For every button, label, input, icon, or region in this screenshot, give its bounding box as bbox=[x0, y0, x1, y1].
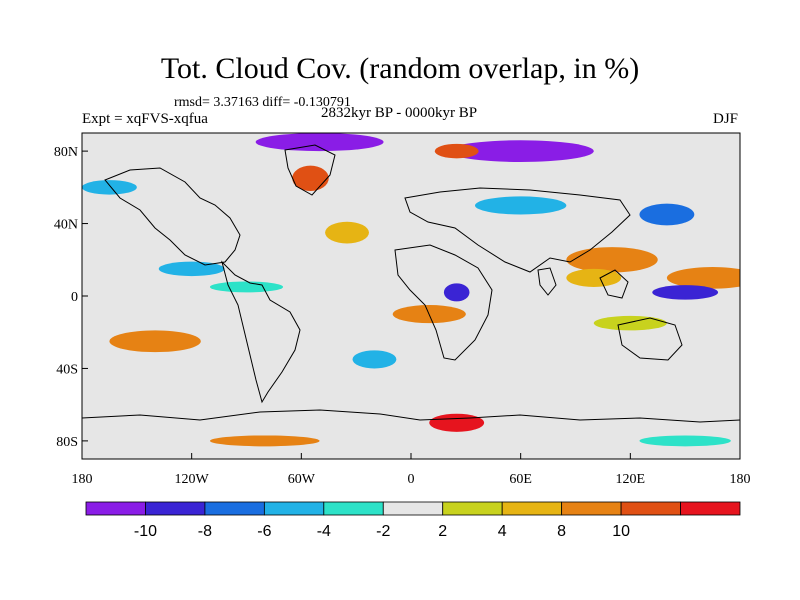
anomaly-region-13 bbox=[82, 180, 137, 195]
anomaly-region-2 bbox=[652, 285, 719, 300]
colorbar-label: -6 bbox=[257, 523, 271, 540]
experiment-label: Expt = xqFVS-xqfua bbox=[82, 111, 208, 127]
anomaly-region-5 bbox=[109, 330, 201, 353]
coastlines bbox=[82, 144, 740, 423]
anomaly-region-17 bbox=[474, 196, 567, 215]
map-background bbox=[82, 133, 740, 459]
colorbar-label: 4 bbox=[498, 523, 507, 540]
anomaly-region-4 bbox=[443, 283, 470, 302]
colorbar-swatch bbox=[145, 501, 206, 516]
stats-label: rmsd= 3.37163 diff= -0.130791 bbox=[174, 95, 351, 110]
anomaly-region-12 bbox=[566, 268, 622, 287]
anomaly-region-9 bbox=[434, 143, 479, 159]
lon-tick-label: 120W bbox=[175, 472, 210, 487]
colorbar-swatch bbox=[263, 501, 325, 516]
colorbar-label: 8 bbox=[557, 523, 566, 540]
anomaly-region-10 bbox=[325, 221, 369, 244]
anomaly-region-14 bbox=[209, 281, 284, 293]
lon-tick-label: 180 bbox=[730, 472, 751, 487]
anomaly-region-8 bbox=[447, 140, 594, 162]
longitude-axis: 180 120W 60W 0 60E 120E 180 bbox=[72, 453, 751, 487]
anomaly-region-20 bbox=[352, 350, 397, 369]
colorbar-swatch bbox=[501, 501, 563, 516]
colorbar-label: 2 bbox=[438, 523, 447, 540]
anomaly-region-11 bbox=[292, 165, 329, 191]
lon-tick-label: 0 bbox=[408, 472, 415, 487]
colorbar-swatch bbox=[323, 501, 384, 516]
colorbar-swatch bbox=[561, 501, 622, 516]
colorbar-swatch bbox=[680, 501, 741, 516]
lat-tick-label: 80S bbox=[56, 435, 78, 450]
anomaly-region-0 bbox=[666, 267, 740, 289]
anomaly-region-6 bbox=[429, 413, 485, 432]
period-label: 2832kyr BP - 0000kyr BP bbox=[321, 105, 478, 121]
map-title: Tot. Cloud Cov. (random overlap, in %) bbox=[160, 52, 640, 85]
colorbar: -10 -8 -6 -4 -2 2 4 8 10 bbox=[85, 501, 741, 540]
lat-tick-label: 40S bbox=[56, 362, 78, 377]
colorbar-label: -4 bbox=[317, 523, 331, 540]
colorbar-swatch bbox=[85, 501, 146, 516]
lat-tick-label: 0 bbox=[71, 290, 78, 305]
anomaly-region-15 bbox=[593, 315, 667, 331]
lat-tick-label: 80N bbox=[54, 145, 78, 160]
anomaly-region-18 bbox=[209, 435, 320, 447]
lon-tick-label: 120E bbox=[616, 472, 646, 487]
anomaly-field bbox=[82, 133, 740, 447]
anomaly-region-16 bbox=[158, 261, 225, 277]
colorbar-label: -2 bbox=[376, 523, 390, 540]
lon-tick-label: 60W bbox=[288, 472, 316, 487]
colorbar-label: 10 bbox=[612, 523, 630, 540]
anomaly-region-21 bbox=[639, 203, 695, 226]
colorbar-swatch bbox=[382, 501, 444, 516]
lat-tick-label: 40N bbox=[54, 218, 78, 233]
anomaly-region-1 bbox=[566, 247, 658, 273]
anomaly-region-19 bbox=[639, 435, 731, 447]
lon-tick-label: 180 bbox=[72, 472, 93, 487]
lon-tick-label: 60E bbox=[509, 472, 532, 487]
colorbar-swatch bbox=[204, 501, 265, 516]
colorbar-swatch bbox=[620, 501, 681, 516]
colorbar-label: -10 bbox=[134, 523, 157, 540]
anomaly-region-7 bbox=[255, 133, 384, 152]
season-label: DJF bbox=[712, 111, 738, 127]
colorbar-label: -8 bbox=[198, 523, 212, 540]
latitude-axis: 80N 40N 0 40S 80S bbox=[54, 145, 88, 450]
colorbar-swatch bbox=[442, 501, 503, 516]
